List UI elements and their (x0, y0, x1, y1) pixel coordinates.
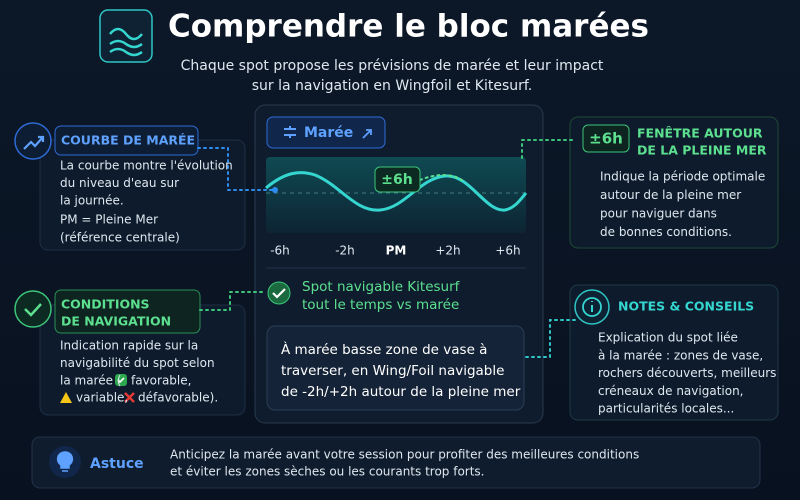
panel-text: de bonnes conditions. (600, 225, 732, 239)
panel-text: Indication rapide sur la (60, 339, 198, 353)
axis-label: PM (386, 244, 407, 258)
panel-text: créneaux de navigation, (598, 384, 744, 398)
tide-curve (265, 171, 528, 212)
note-text: À marée basse zone de vase à (281, 341, 487, 358)
panel-title: DE NAVIGATION (61, 314, 171, 329)
icon-check (24, 303, 42, 317)
panel-title: DE LA PLEINE MER (637, 143, 767, 158)
panel-text: PM = Pleine Mer (60, 213, 158, 227)
badge (582, 124, 630, 153)
connector (199, 291, 263, 311)
chart-area (266, 157, 526, 233)
badge (374, 166, 421, 193)
panel-text: la journée. (60, 194, 124, 208)
panel-text: particularités locales... (598, 402, 734, 416)
tip-label: Astuce (90, 456, 144, 472)
tip-text: Anticipez la marée avant votre session p… (170, 448, 639, 462)
panel-title: COURBE DE MARÉE (61, 133, 195, 148)
connector (197, 147, 276, 191)
axis-label: +2h (435, 244, 460, 258)
icon (14, 290, 52, 328)
title-pill (54, 289, 201, 334)
icon-trend (23, 135, 45, 150)
connector (524, 319, 576, 358)
badge-text: ±6h (381, 172, 412, 188)
tip-text: et éviter les zones sèches ou les couran… (170, 465, 485, 479)
status-text: Spot navigable Kitesurf (302, 279, 461, 295)
panel-text: Indique la période optimale (600, 170, 765, 184)
tide-button[interactable] (266, 116, 386, 149)
connector (521, 139, 573, 163)
subtitle: sur la navigation en Wingfoil et Kitesur… (252, 78, 533, 94)
connector-end (272, 187, 278, 193)
title-pill (54, 125, 199, 156)
status-text: tout le temps vs marée (302, 297, 459, 313)
status-icon (267, 281, 291, 305)
panel-text: variable, (76, 391, 128, 405)
logo-waves (109, 27, 143, 57)
panel-text: à la marée : zones de vase, (598, 348, 763, 362)
logo (99, 9, 153, 63)
note-box (266, 325, 525, 411)
icon (14, 122, 52, 160)
note-text: de -2h/+2h autour de la pleine mer (281, 384, 521, 400)
icon-variable (60, 392, 72, 403)
panel-text: favorable, (131, 374, 191, 388)
panel-text: navigabilité du spot selon (60, 356, 215, 370)
panel-text: pour naviguer dans (600, 207, 717, 221)
tip-box (31, 436, 761, 489)
subtitle: Chaque spot propose les prévisions de ma… (181, 58, 604, 74)
axis-label: -6h (270, 244, 290, 258)
panel-text: La courbe montre l'évolution (60, 159, 233, 173)
panel-text: autour de la pleine mer (600, 188, 741, 202)
panel (569, 284, 779, 421)
panel-text: la marée ( (60, 374, 121, 388)
icon-arrow (362, 129, 372, 139)
status-check (272, 288, 286, 299)
panel-text: rochers découverts, meilleurs (598, 366, 776, 380)
icon-tide (284, 126, 296, 138)
window-arc (419, 174, 463, 181)
axis-label: +6h (495, 244, 520, 258)
axis-label: -2h (335, 244, 355, 258)
panel-title: CONDITIONS (61, 297, 150, 312)
panel-title: NOTES & CONSEILS (618, 299, 754, 314)
icon-info (582, 297, 602, 317)
panel-title: FENÊTRE AUTOUR (637, 126, 763, 141)
panel-text: défavorable). (138, 391, 218, 405)
panel-text: (référence centrale) (60, 231, 180, 245)
icon-unfavorable (124, 392, 135, 403)
button-label[interactable]: Marée (304, 125, 353, 141)
panel-text: Explication du spot liée (598, 331, 738, 345)
badge-text: ±6h (589, 130, 623, 148)
icon-bulb (56, 451, 74, 472)
title: Comprendre le bloc marées (168, 9, 649, 45)
note-text: traverser, en Wing/Foil navigable (281, 363, 504, 379)
panel-text: du niveau d'eau sur (60, 176, 179, 190)
icon-favorable-check (117, 377, 125, 384)
